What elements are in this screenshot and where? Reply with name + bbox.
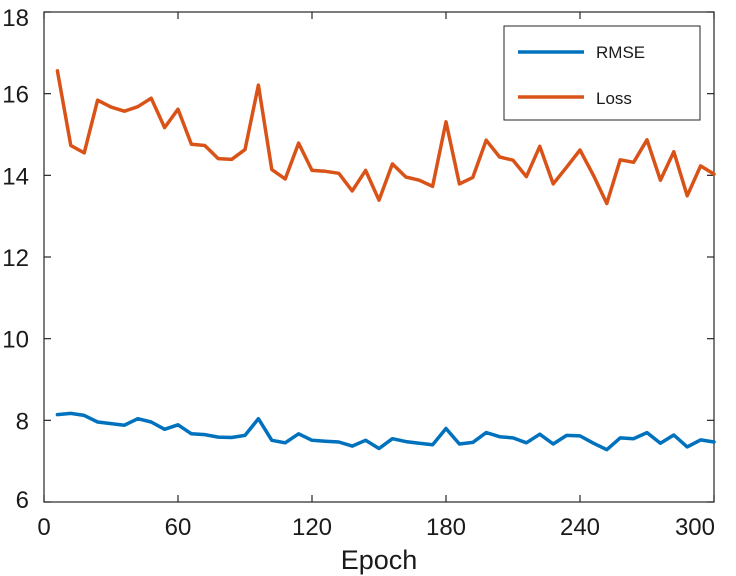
y-tick-label: 16 bbox=[2, 82, 29, 109]
y-tick-label: 6 bbox=[16, 487, 29, 514]
x-tick-label: 120 bbox=[292, 514, 332, 541]
x-axis-title: Epoch bbox=[341, 545, 418, 575]
legend-label-loss: Loss bbox=[596, 89, 632, 108]
legend-box bbox=[503, 25, 701, 121]
x-tick-label: 60 bbox=[165, 514, 192, 541]
y-tick-label: 12 bbox=[2, 245, 29, 272]
series-layer bbox=[55, 69, 716, 452]
y-tick-label: 10 bbox=[2, 327, 29, 354]
legend-label-rmse: RMSE bbox=[596, 43, 645, 62]
series-line-loss bbox=[55, 69, 716, 206]
x-tick-label: 180 bbox=[426, 514, 466, 541]
x-tick-label: 240 bbox=[560, 514, 600, 541]
x-tick-label: 300 bbox=[675, 514, 715, 541]
legend: RMSE Loss bbox=[503, 25, 701, 121]
x-tick-label: 0 bbox=[37, 514, 50, 541]
y-tick-label: 18 bbox=[2, 5, 29, 32]
y-tick-label: 8 bbox=[16, 408, 29, 435]
y-tick-label: 14 bbox=[2, 163, 29, 190]
axis-ticks: 0 60 120 180 240 300 6 8 10 12 14 16 18 bbox=[2, 5, 715, 541]
series-line-rmse bbox=[55, 411, 716, 452]
